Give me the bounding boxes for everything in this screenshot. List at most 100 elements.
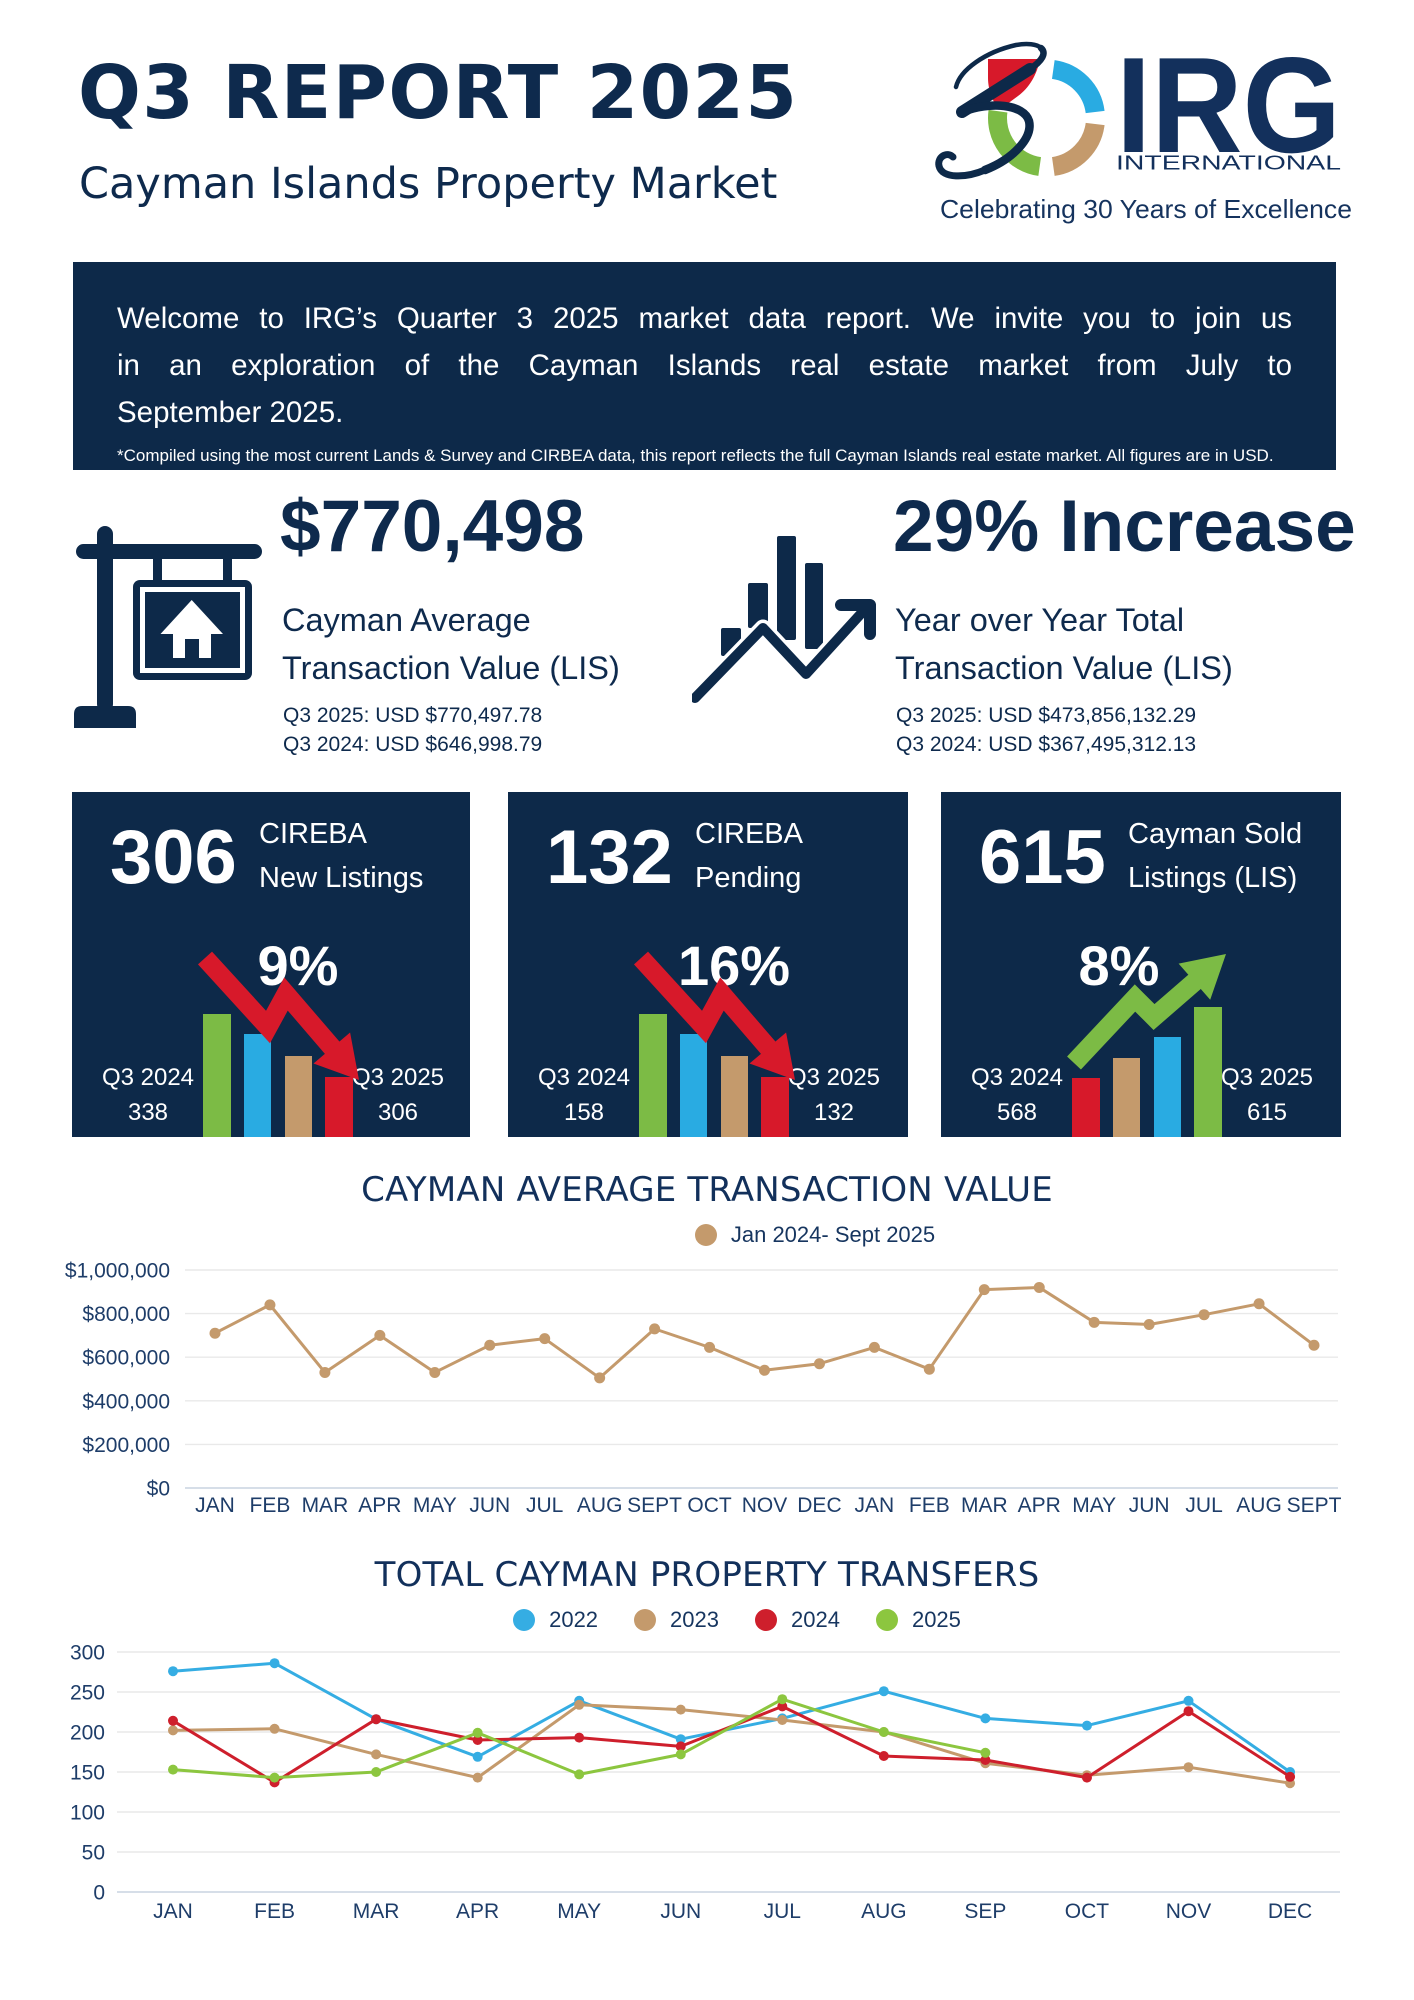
stat-average-label: Cayman Average Transaction Value (LIS): [282, 596, 620, 692]
svg-text:150: 150: [70, 1762, 105, 1785]
legend-item-2025: 2025: [875, 1607, 961, 1633]
svg-text:APR: APR: [1018, 1494, 1061, 1517]
chart2-legend: 2022 2023 2024 2025: [30, 1607, 1414, 1633]
svg-text:$0: $0: [147, 1478, 170, 1501]
irg-logo: IRG INTERNATIONAL Celebrating 30 Years of …: [930, 29, 1356, 226]
stat-increase-detail-2024: Q3 2024: USD $367,495,312.13: [896, 733, 1197, 756]
chart1-title: CAYMAN AVERAGE TRANSACTION VALUE: [361, 1170, 1053, 1210]
svg-text:NOV: NOV: [742, 1494, 788, 1517]
svg-text:$600,000: $600,000: [82, 1347, 170, 1370]
legend-dot: [875, 1609, 898, 1631]
svg-text:AUG: AUG: [577, 1494, 623, 1517]
svg-text:OCT: OCT: [687, 1494, 732, 1517]
svg-text:SEP: SEP: [964, 1900, 1006, 1923]
card-percent: 9%: [257, 934, 339, 997]
svg-text:APR: APR: [358, 1494, 401, 1517]
card-label-line1: CIREBA: [259, 818, 367, 850]
svg-text:MAY: MAY: [413, 1494, 457, 1517]
growth-chart-icon: [686, 530, 878, 710]
card-label-line2: Pending: [695, 862, 802, 894]
stat-increase-detail-2025: Q3 2025: USD $473,856,132.29: [896, 704, 1197, 727]
summary-card-2: 132 CIREBA Pending 16% Q3 2024 158 Q3 202…: [508, 792, 908, 1137]
stat-increase-details: Q3 2025: USD $473,856,132.29 Q3 2024: US…: [896, 701, 1196, 759]
card-label: Cayman Sold Listings (LIS): [1128, 812, 1302, 900]
svg-text:250: 250: [70, 1682, 105, 1705]
stat-increase-label: Year over Year Total Transaction Value (…: [895, 596, 1233, 692]
welcome-text-line1: Welcome to IRG’s Quarter 3 2025 market d…: [117, 302, 1292, 335]
legend-item-2023: 2023: [634, 1607, 719, 1633]
svg-text:JUN: JUN: [1129, 1494, 1170, 1517]
svg-text:SEPT: SEPT: [627, 1494, 682, 1517]
legend-dot: [513, 1609, 536, 1631]
svg-text:0: 0: [93, 1882, 105, 1905]
card-right-period: Q3 2025 306: [351, 1064, 445, 1126]
svg-text:JUN: JUN: [660, 1900, 701, 1923]
bars-rise-icon: [1067, 954, 1226, 1137]
svg-text:MAR: MAR: [302, 1494, 349, 1517]
card-label: CIREBA New Listings: [259, 812, 423, 900]
svg-text:JAN: JAN: [153, 1900, 193, 1923]
legend-dot: [634, 1609, 657, 1631]
stat-average-detail-2024: Q3 2024: USD $646,998.79: [283, 733, 543, 756]
card-label-line1: Cayman Sold: [1128, 818, 1303, 850]
svg-text:FEB: FEB: [250, 1494, 291, 1517]
stat-average-label-line1: Cayman Average: [282, 602, 531, 638]
svg-text:JUL: JUL: [1185, 1494, 1222, 1517]
card-number: 615: [979, 815, 1106, 900]
svg-text:JAN: JAN: [855, 1494, 895, 1517]
legend-item-jan-2024-sept-2025: Jan 2024- Sept 2025: [694, 1222, 935, 1248]
svg-text:SEPT: SEPT: [1287, 1494, 1342, 1517]
card-right-period: Q3 2025 132: [787, 1064, 881, 1126]
summary-card-1: 306 CIREBA New Listings 9% Q3 2024 338 Q3…: [72, 792, 470, 1137]
legend-label: 2025: [911, 1607, 961, 1632]
stat-average-label-line2: Transaction Value (LIS): [282, 650, 620, 686]
svg-text:$800,000: $800,000: [82, 1303, 170, 1326]
average-transaction-value-chart: $0 $200,000 $400,000 $600,000 $800,000 $1,000…: [65, 1260, 1342, 1518]
card-label-line2: Listings (LIS): [1128, 862, 1298, 894]
legend-label: 2022: [549, 1607, 599, 1632]
card-label-line1: CIREBA: [695, 818, 803, 850]
svg-text:JUN: JUN: [469, 1494, 510, 1517]
svg-text:DEC: DEC: [1268, 1900, 1312, 1923]
svg-text:FEB: FEB: [909, 1494, 950, 1517]
card-percent: 8%: [1078, 934, 1160, 997]
stat-increase-label-line1: Year over Year Total: [895, 602, 1185, 638]
stat-increase-value: 29% Increase: [893, 486, 1356, 567]
chart2-title: TOTAL CAYMAN PROPERTY TRANSFERS: [374, 1555, 1040, 1595]
stat-average-value: $770,498: [280, 486, 585, 567]
svg-text:AUG: AUG: [861, 1900, 907, 1923]
svg-text:APR: APR: [456, 1900, 499, 1923]
summary-card-3: 615 Cayman Sold Listings (LIS) 8% Q3 202…: [941, 792, 1341, 1137]
svg-text:FEB: FEB: [254, 1900, 295, 1923]
card-label-line2: New Listings: [259, 862, 424, 894]
svg-text:MAR: MAR: [961, 1494, 1008, 1517]
svg-text:MAR: MAR: [353, 1900, 400, 1923]
legend-label: 2023: [670, 1607, 719, 1632]
svg-text:Celebrating 30 Years of Excell: Celebrating 30 Years of Excellence: [940, 194, 1352, 224]
welcome-banner: Welcome to IRG’s Quarter 3 2025 market d…: [73, 262, 1336, 470]
property-transfers-chart: 0 50 100 150 200 250 300 JAN FEB MAR APR MAY JUN JUL A…: [70, 1642, 1340, 1923]
svg-text:JUL: JUL: [526, 1494, 563, 1517]
svg-text:MAY: MAY: [557, 1900, 601, 1923]
svg-text:JUL: JUL: [764, 1900, 801, 1923]
banner-footnote: *Compiled using the most current Lands &…: [117, 446, 1274, 465]
svg-text:$200,000: $200,000: [82, 1434, 170, 1457]
svg-text:$1,000,000: $1,000,000: [65, 1260, 170, 1283]
card-number: 132: [546, 815, 673, 900]
svg-text:NOV: NOV: [1166, 1900, 1212, 1923]
legend-label: 2024: [791, 1607, 840, 1632]
card-percent: 16%: [677, 934, 791, 997]
svg-text:50: 50: [82, 1842, 105, 1865]
legend-dot: [694, 1224, 717, 1246]
card-label: CIREBA Pending: [695, 812, 803, 900]
page-title: Q3 REPORT 2025: [78, 50, 799, 136]
svg-text:AUG: AUG: [1236, 1494, 1282, 1517]
stat-average-details: Q3 2025: USD $770,497.78 Q3 2024: USD $6…: [283, 701, 542, 759]
svg-text:$400,000: $400,000: [82, 1390, 170, 1413]
card-left-period: Q3 2024 158: [537, 1064, 631, 1126]
welcome-text-line3: September 2025.: [117, 396, 344, 429]
bars-decline-icon: [633, 951, 795, 1137]
svg-text:MAY: MAY: [1072, 1494, 1116, 1517]
